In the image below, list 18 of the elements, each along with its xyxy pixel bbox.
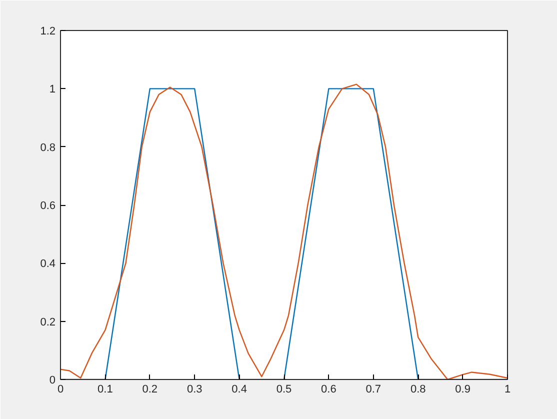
x-tick-label: 0.3	[186, 384, 202, 396]
y-tick-label: 1	[49, 84, 56, 96]
x-tick-label: 0.7	[366, 384, 382, 396]
x-tick-label: 0.8	[410, 384, 426, 396]
x-tick-label: 1	[504, 384, 511, 396]
x-tick-label: 0.9	[455, 384, 470, 396]
y-tick-label: 0.8	[40, 142, 56, 154]
x-tick-label: 0.6	[321, 384, 336, 396]
y-tick-label: 0.4	[40, 258, 56, 270]
x-tick-label: 0.5	[276, 384, 292, 396]
y-tick-label: 1.2	[40, 26, 56, 38]
x-tick-label: 0	[57, 384, 64, 396]
x-tick-label: 0.1	[98, 384, 113, 396]
y-tick-label: 0	[49, 374, 56, 386]
y-tick-label: 0.6	[40, 200, 56, 212]
x-tick-label: 0.4	[232, 384, 247, 396]
y-tick-label: 0.2	[40, 316, 56, 328]
x-tick-label: 0.2	[142, 384, 158, 396]
